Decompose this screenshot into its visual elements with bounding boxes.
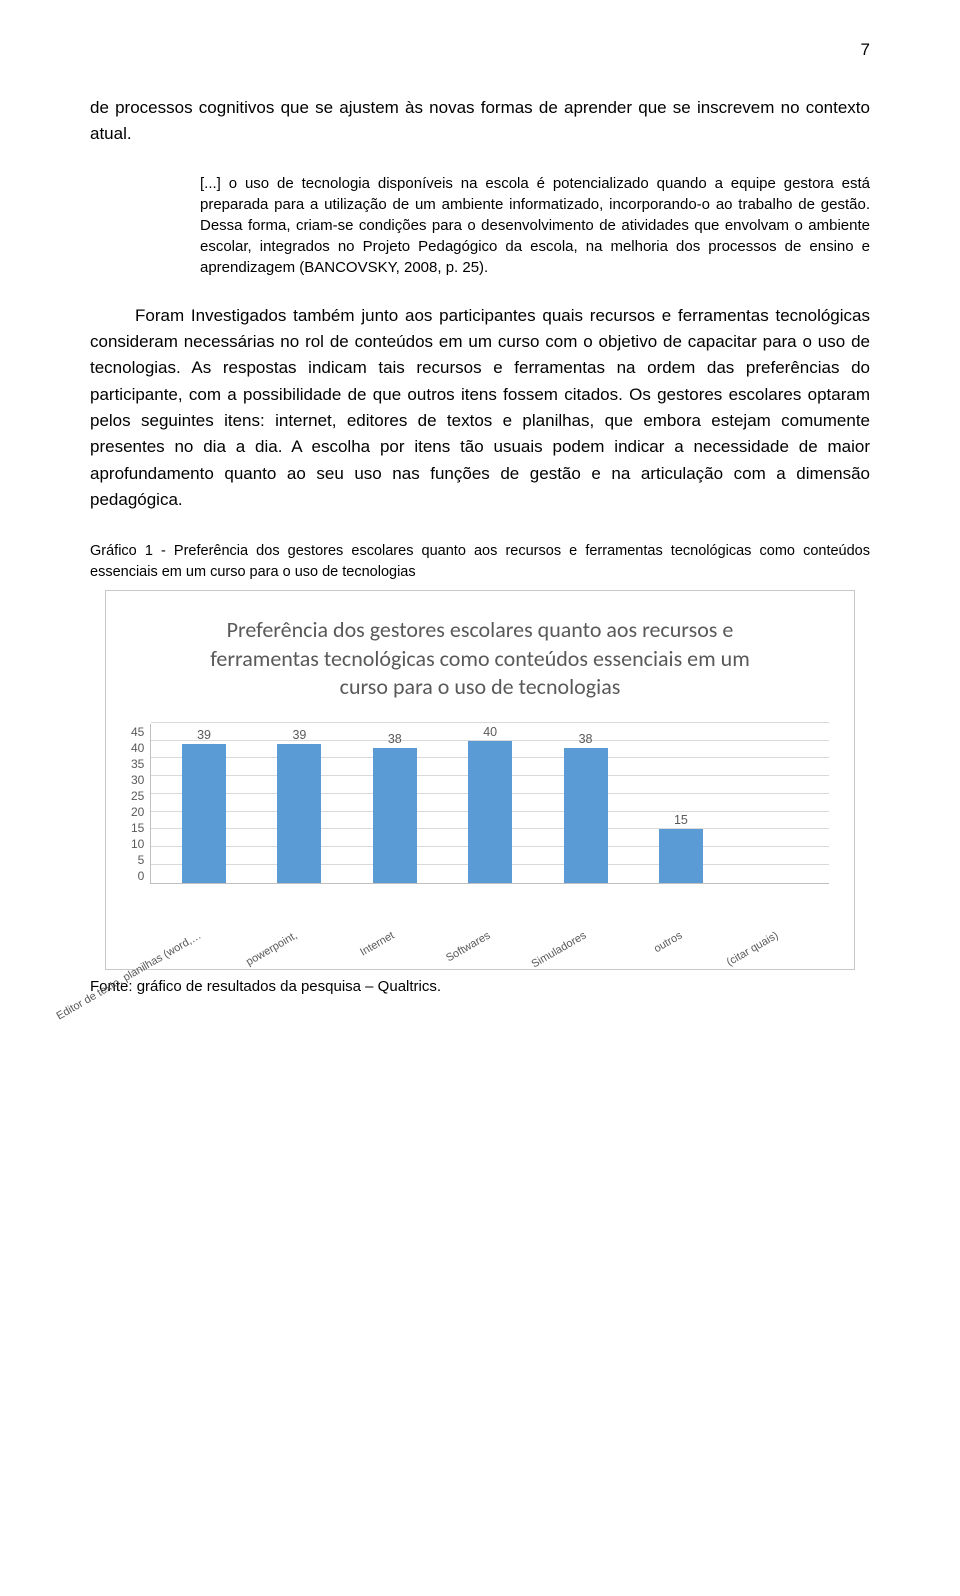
y-tick: 20 [131, 804, 144, 820]
y-tick: 15 [131, 820, 144, 836]
bar-group: 39 [169, 728, 239, 883]
x-label: Softwares [456, 912, 539, 986]
intro-paragraph: de processos cognitivos que se ajustem à… [90, 95, 870, 148]
bar [277, 744, 321, 883]
bar-value-label: 15 [674, 813, 688, 827]
y-tick: 10 [131, 836, 144, 852]
bar-value-label: 38 [388, 732, 402, 746]
x-label: Simuladores [552, 912, 635, 986]
bar [564, 748, 608, 883]
y-tick: 40 [131, 740, 144, 756]
bar-group: 39 [264, 728, 334, 883]
bar-value-label: 38 [579, 732, 593, 746]
bar [659, 829, 703, 882]
figure-caption: Gráfico 1 - Preferência dos gestores esc… [90, 541, 870, 582]
bar-group: 40 [455, 725, 525, 883]
bar [373, 748, 417, 883]
bar-group: 38 [551, 732, 621, 883]
y-axis: 454035302520151050 [131, 724, 150, 884]
y-tick: 35 [131, 756, 144, 772]
main-paragraph: Foram Investigados também junto aos part… [90, 303, 870, 514]
y-tick: 45 [131, 724, 144, 740]
chart-container: Preferência dos gestores escolares quant… [105, 590, 855, 970]
plot-wrap: 39 39 38 40 38 15 Editor de texto, planilhas … [150, 724, 829, 954]
x-label: Editor de texto, planilhas (word,… [168, 912, 251, 986]
x-label: Internet [360, 912, 443, 986]
bar [182, 744, 226, 883]
y-tick: 5 [138, 852, 145, 868]
page-number: 7 [90, 40, 870, 60]
chart-title: Preferência dos gestores escolares quant… [185, 616, 775, 702]
bar-value-label: 40 [483, 725, 497, 739]
y-tick: 30 [131, 772, 144, 788]
bar-value-label: 39 [292, 728, 306, 742]
y-tick: 25 [131, 788, 144, 804]
block-quote: [...] o uso de tecnologia disponíveis na… [200, 173, 870, 278]
x-labels: Editor de texto, planilhas (word,…powerp… [150, 909, 829, 954]
y-tick: 0 [138, 868, 145, 884]
grid-line [151, 722, 829, 723]
chart-area: 454035302520151050 393938403815 Editor d… [131, 724, 829, 954]
bar-value-label: 39 [197, 728, 211, 742]
bar-group: 15 [646, 813, 716, 882]
plot-area: 39 39 38 40 38 15 [150, 724, 829, 884]
x-label: (citar quais) [744, 912, 827, 986]
x-label: powerpoint, [264, 912, 347, 986]
bar [468, 741, 512, 883]
bar-group: 38 [360, 732, 430, 883]
x-label: outros [648, 912, 731, 986]
